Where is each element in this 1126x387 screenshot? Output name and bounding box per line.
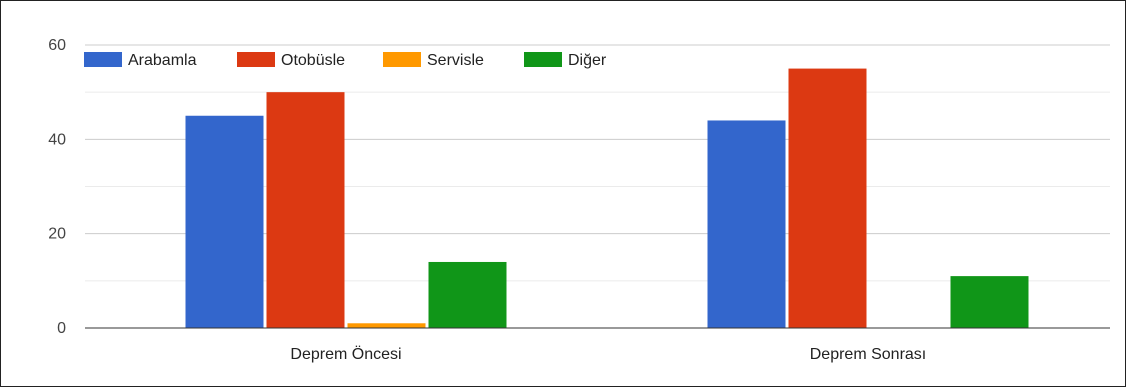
bar-arabamla-1[interactable] (185, 115, 264, 328)
y-tick-label: 40 (48, 131, 66, 148)
legend-swatch (84, 52, 122, 67)
bar-diğer-2[interactable] (950, 276, 1029, 328)
bar-otobüsle-2[interactable] (788, 68, 867, 328)
bar-arabamla-2[interactable] (707, 120, 786, 328)
x-category-label: Deprem Sonrası (810, 346, 927, 363)
bar-servisle-1[interactable] (347, 323, 426, 328)
bar-otobüsle-1[interactable] (266, 92, 345, 329)
y-axis-ticks: 0 20 40 60 (48, 37, 66, 337)
bar-diğer-1[interactable] (428, 261, 507, 328)
legend: Arabamla Otobüsle Servisle Diğer (84, 52, 607, 69)
legend-label[interactable]: Otobüsle (281, 52, 345, 69)
legend-swatch (383, 52, 421, 67)
y-tick-label: 20 (48, 226, 66, 243)
x-axis-categories: Deprem Öncesi Deprem Sonrası (290, 345, 926, 363)
legend-label[interactable]: Arabamla (128, 52, 197, 69)
x-category-label: Deprem Öncesi (290, 345, 401, 363)
y-tick-label: 0 (57, 320, 66, 337)
y-tick-label: 60 (48, 37, 66, 54)
legend-swatch (524, 52, 562, 67)
bars (185, 68, 1029, 329)
legend-label[interactable]: Diğer (568, 52, 607, 69)
legend-swatch (237, 52, 275, 67)
legend-label[interactable]: Servisle (427, 52, 484, 69)
